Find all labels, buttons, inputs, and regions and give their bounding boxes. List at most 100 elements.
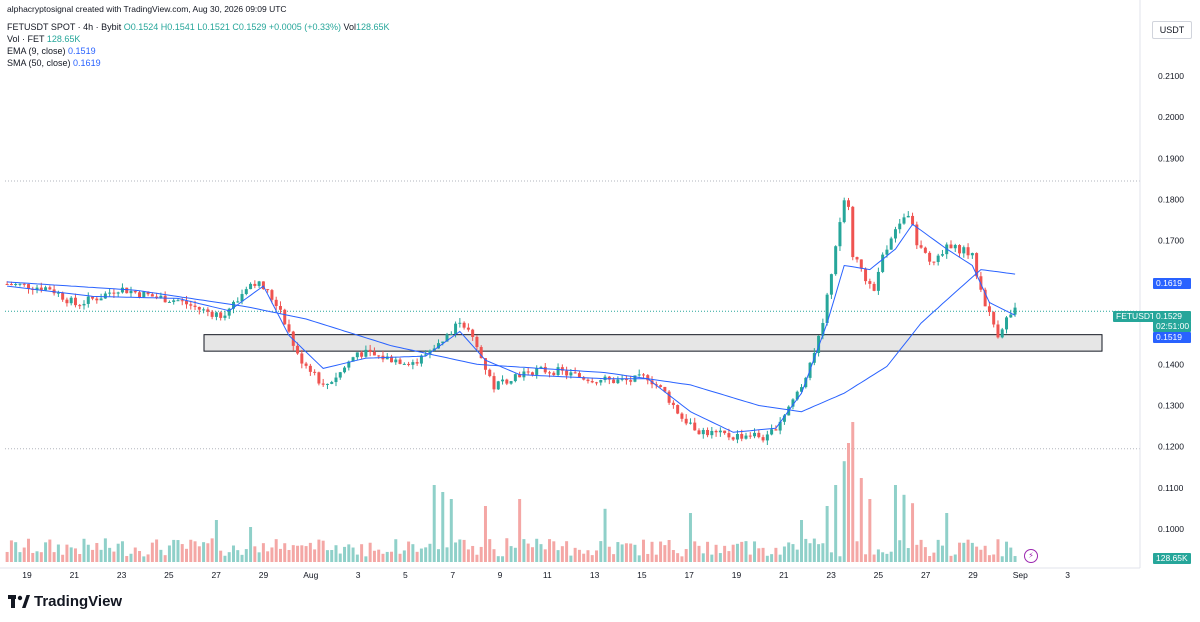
- volume-bar: [407, 541, 411, 562]
- volume-bar: [663, 545, 667, 562]
- candle-body: [202, 309, 206, 311]
- candle-body: [727, 433, 731, 438]
- candle-body: [313, 371, 317, 373]
- candle-body: [193, 305, 197, 307]
- candle-body: [885, 249, 889, 255]
- candle-body: [287, 324, 291, 332]
- volume-bar: [817, 544, 821, 562]
- volume-bar: [932, 552, 936, 562]
- sma-legend[interactable]: SMA (50, close) 0.1619: [7, 58, 101, 69]
- x-tick-label: 27: [211, 570, 221, 580]
- countdown-tag: 02:51:00: [1153, 321, 1191, 332]
- candle-body: [270, 290, 274, 300]
- candle-body: [590, 381, 594, 383]
- candle-body: [782, 415, 786, 422]
- candle-body: [214, 312, 218, 317]
- volume-bar: [449, 499, 453, 562]
- volume-bar: [402, 550, 406, 562]
- candle-body: [846, 200, 850, 207]
- candle-body: [906, 215, 910, 218]
- volume-bar: [73, 548, 77, 562]
- last-price-tag: 0.1529: [1153, 311, 1191, 322]
- volume-bar: [928, 556, 932, 562]
- candle-body: [1009, 314, 1013, 318]
- candle-body: [735, 434, 739, 440]
- candle-body: [210, 311, 214, 317]
- volume-bar: [753, 541, 757, 562]
- volume-bar: [278, 548, 282, 562]
- symbol-label[interactable]: FETUSDT SPOT · 4h · Bybit: [7, 22, 122, 32]
- support-zone-box: [203, 334, 1103, 352]
- candle-body: [714, 430, 718, 433]
- candle-body: [552, 372, 556, 376]
- candle-body: [577, 373, 581, 378]
- currency-button[interactable]: USDT: [1152, 21, 1192, 39]
- volume-bar: [821, 543, 825, 562]
- candle-body: [257, 281, 261, 286]
- volume-legend[interactable]: Vol · FET 128.65K: [7, 34, 80, 45]
- candle-body: [95, 298, 99, 301]
- candle-body: [765, 434, 769, 441]
- volume-bar: [5, 551, 9, 562]
- candle-body: [509, 381, 513, 384]
- volume-bar: [18, 552, 22, 562]
- volume-bar: [377, 549, 381, 562]
- candle-body: [800, 387, 804, 392]
- volume-bar: [979, 549, 983, 562]
- candle-body: [876, 271, 880, 291]
- ema-legend[interactable]: EMA (9, close) 0.1519: [7, 46, 96, 57]
- ohlc-legend: FETUSDT SPOT · 4h · Bybit O0.1524 H0.154…: [7, 22, 390, 33]
- volume-bar: [189, 539, 193, 562]
- candle-body: [449, 333, 453, 335]
- candle-body: [915, 224, 919, 246]
- candle-body: [911, 215, 915, 225]
- brand-name: TradingView: [34, 593, 123, 610]
- volume-bar: [116, 543, 120, 562]
- volume-bar: [697, 545, 701, 562]
- volume-bar: [548, 539, 552, 562]
- x-tick-label: 21: [70, 570, 80, 580]
- volume-bar: [488, 539, 492, 562]
- volume-bar: [804, 538, 808, 562]
- candle-body: [612, 379, 616, 384]
- lightning-icon[interactable]: ⚡: [1024, 549, 1038, 563]
- volume-bar: [257, 552, 261, 562]
- candle-body: [189, 304, 193, 306]
- y-tick-label: 0.1700: [1158, 236, 1184, 246]
- candle-body: [940, 254, 944, 256]
- candle-body: [778, 421, 782, 431]
- candle-body: [411, 362, 415, 365]
- candle-body: [829, 274, 833, 295]
- volume-bar: [945, 513, 949, 562]
- volume-bar: [78, 554, 82, 562]
- candle-body: [436, 343, 440, 349]
- candle-body: [56, 292, 60, 294]
- volume-bar: [176, 540, 180, 562]
- volume-bar: [159, 549, 163, 562]
- x-tick-label: 13: [590, 570, 600, 580]
- volume-bar: [646, 553, 650, 562]
- candle-body: [923, 247, 927, 253]
- y-tick-label: 0.2000: [1158, 112, 1184, 122]
- candle-body: [744, 435, 748, 439]
- candle-body: [274, 299, 278, 307]
- y-tick-label: 0.2100: [1158, 71, 1184, 81]
- volume-bar: [419, 548, 423, 562]
- volume-bar: [710, 554, 714, 562]
- volume-bar: [462, 539, 466, 562]
- volume-bar: [599, 541, 603, 562]
- candle-body: [180, 300, 184, 302]
- candle-body: [334, 377, 338, 383]
- candle-body: [667, 391, 671, 403]
- volume-bar: [31, 552, 35, 562]
- sma-label: SMA (50, close): [7, 58, 71, 68]
- volume-bar: [735, 543, 739, 562]
- volume-bar: [962, 542, 966, 562]
- volume-bar: [800, 520, 804, 562]
- volume-bar: [236, 550, 240, 562]
- candle-body: [539, 366, 543, 369]
- candle-body: [304, 363, 308, 366]
- candle-body: [492, 376, 496, 390]
- volume-bar: [458, 539, 462, 562]
